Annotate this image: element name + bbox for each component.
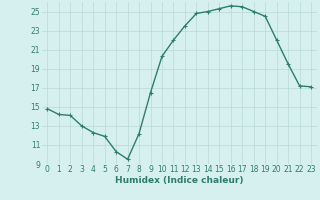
- X-axis label: Humidex (Indice chaleur): Humidex (Indice chaleur): [115, 176, 244, 185]
